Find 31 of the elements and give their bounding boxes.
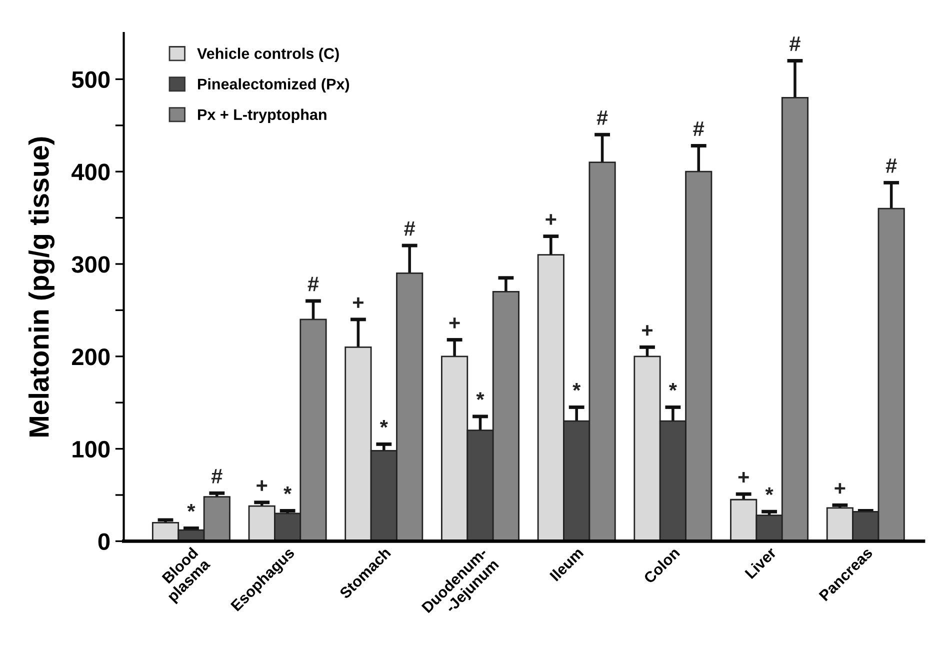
data-label: * (284, 486, 292, 494)
y-tick-label: 300 (72, 256, 110, 273)
data-label: + (352, 297, 364, 308)
data-label: # (211, 469, 222, 484)
data-label: # (308, 276, 319, 292)
data-label: * (765, 487, 774, 496)
data-label: + (834, 483, 846, 494)
data-label: # (886, 158, 897, 173)
data-label: * (572, 383, 581, 391)
data-label: * (187, 504, 196, 512)
y-tick-label: 200 (72, 348, 110, 366)
y-tick-label: 400 (72, 164, 110, 180)
data-label: + (642, 325, 652, 336)
data-label: + (449, 318, 460, 328)
data-label: # (596, 110, 608, 125)
legend-label: Vehicle controls (C) (197, 48, 339, 62)
y-axis-title: Melatonin (pg/g tissue) (28, 137, 55, 436)
legend-label: Px + L-tryptophan (198, 108, 326, 124)
data-label: + (738, 472, 749, 483)
data-label: * (380, 420, 388, 428)
data-label: # (790, 36, 800, 51)
data-label: + (546, 214, 556, 225)
data-label: * (668, 383, 677, 391)
y-tick-label: 100 (72, 440, 110, 458)
data-label: * (476, 392, 484, 400)
data-label: + (256, 480, 268, 491)
legend-label: Pinealectomized (Px) (198, 78, 350, 93)
data-label: # (404, 221, 416, 236)
y-tick-label: 0 (98, 533, 110, 550)
data-label: # (693, 122, 704, 136)
y-tick-label: 500 (72, 71, 110, 88)
